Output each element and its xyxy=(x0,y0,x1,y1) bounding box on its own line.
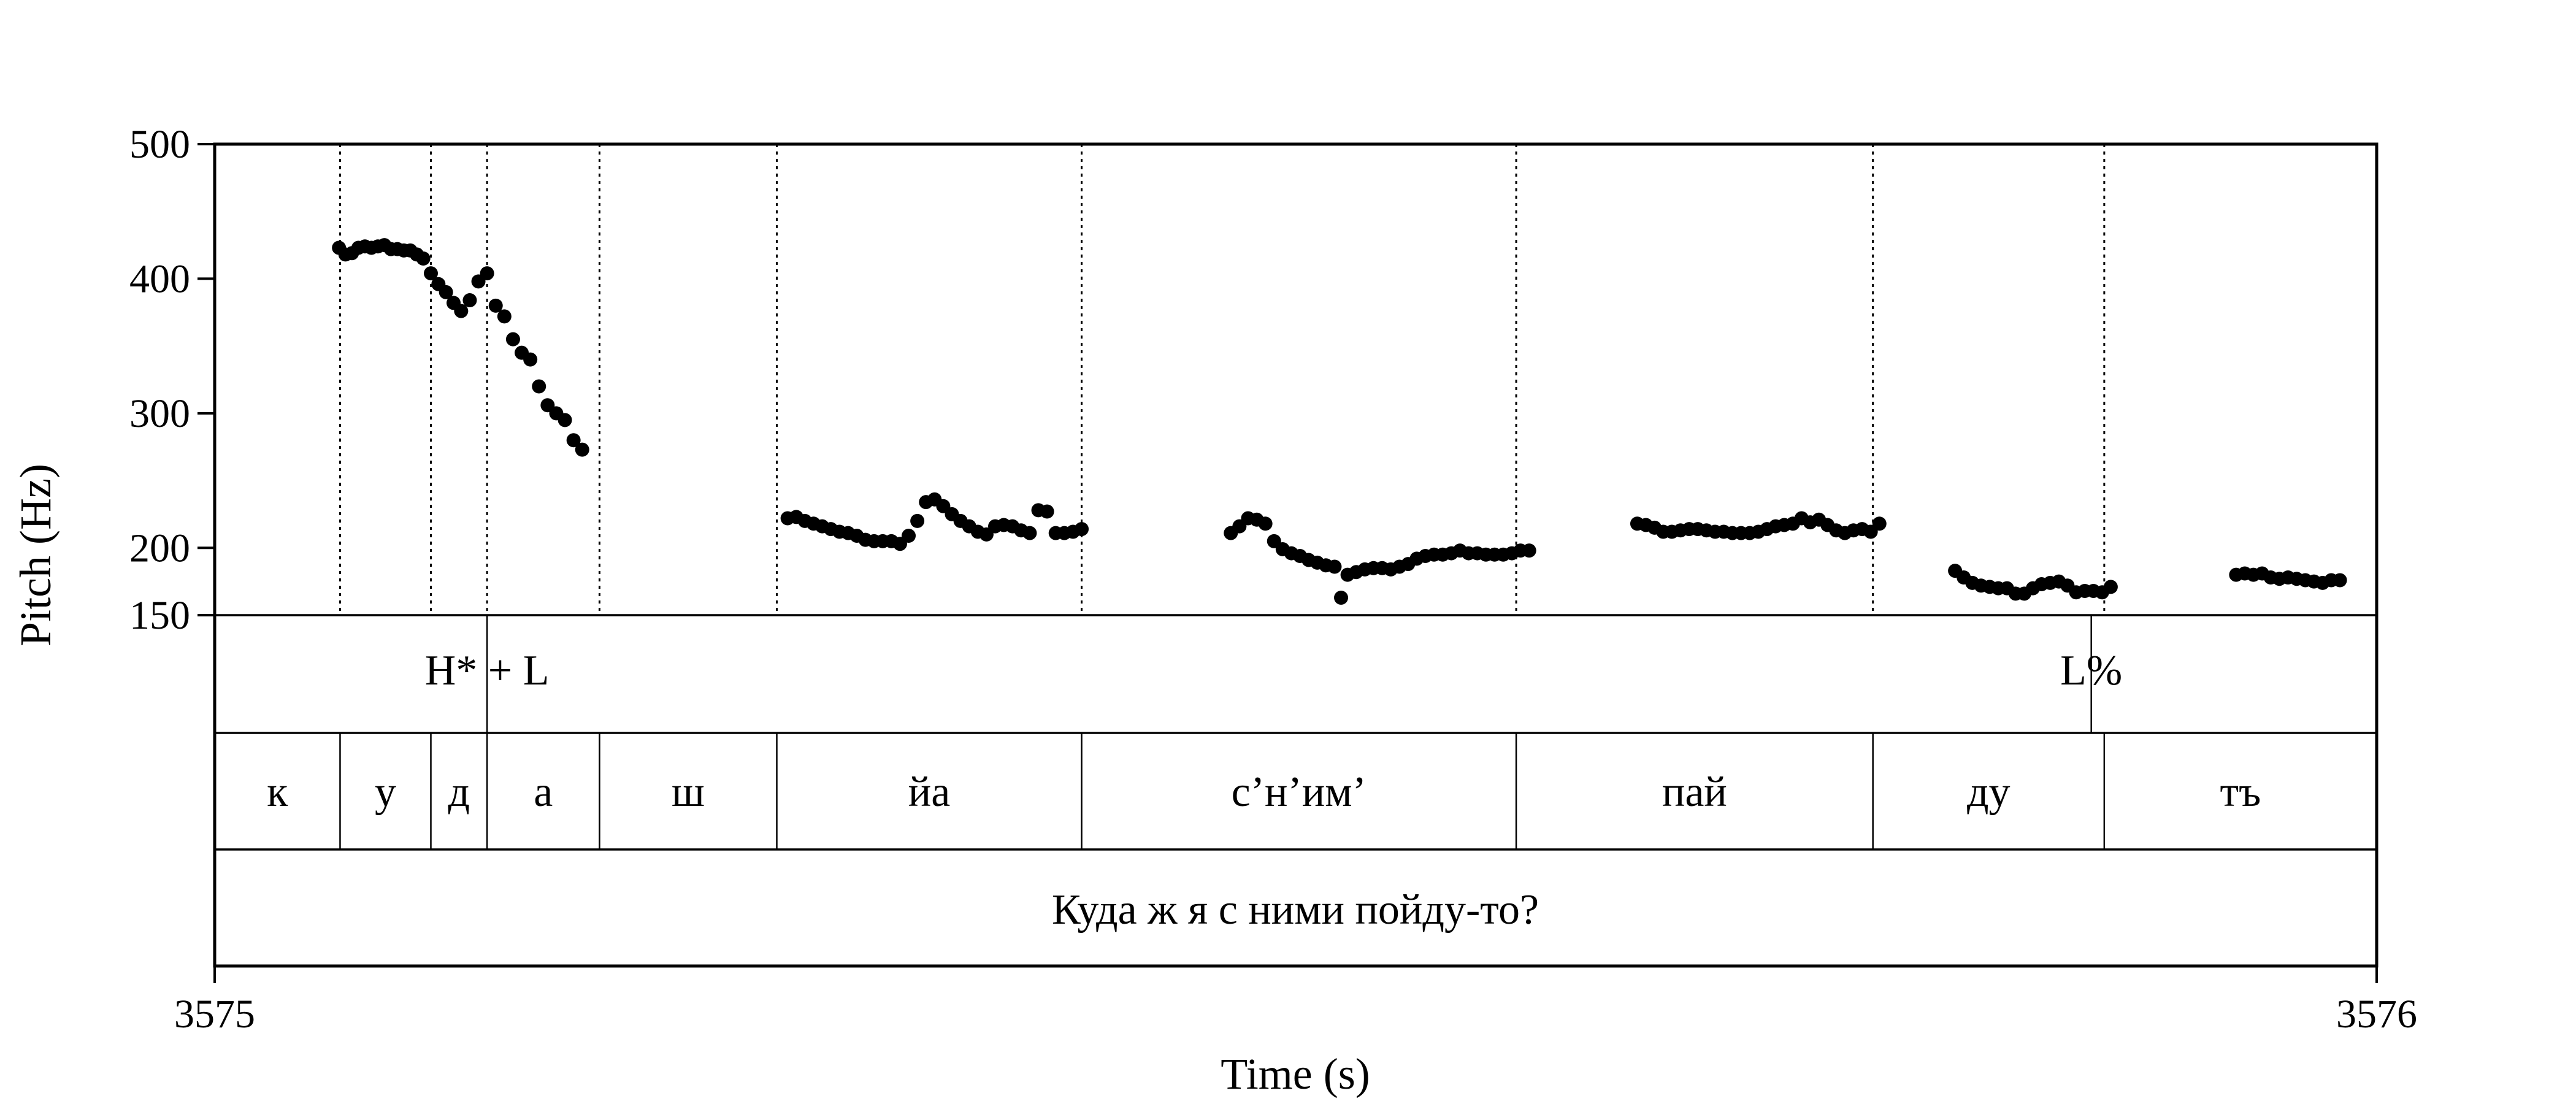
pitch-point xyxy=(532,379,546,394)
pitch-point xyxy=(2333,573,2347,588)
pitch-point xyxy=(1872,516,1887,531)
pitch-point xyxy=(488,298,503,313)
tone-label: L% xyxy=(2060,647,2122,694)
y-tick-label: 200 xyxy=(129,526,190,570)
x-tick-label: 3575 xyxy=(174,992,255,1037)
pitch-point xyxy=(523,352,538,367)
phone-label: тъ xyxy=(2220,769,2261,816)
pitch-point xyxy=(497,309,512,324)
pitch-point xyxy=(575,442,589,457)
pitch-point xyxy=(439,285,453,299)
pitch-point xyxy=(505,332,520,347)
pitch-point xyxy=(1040,504,1054,519)
pitch-point xyxy=(558,413,572,427)
phone-label: у xyxy=(375,769,396,816)
sentence-text: Куда ж я с ними пойду-то? xyxy=(1052,886,1539,933)
y-axis: 500 400 300 200 150 xyxy=(129,122,215,638)
x-axis: 3575 3576 xyxy=(174,966,2417,1037)
pitch-point xyxy=(1022,526,1037,540)
pitch-point xyxy=(424,266,438,281)
pitch-point xyxy=(1258,516,1273,531)
phone-label: йа xyxy=(908,769,951,816)
y-tick-label: 150 xyxy=(129,593,190,638)
y-axis-label: Pitch (Hz) xyxy=(11,464,60,646)
pitch-point xyxy=(1522,543,1536,558)
pitch-points xyxy=(332,238,2347,605)
x-tick-label: 3576 xyxy=(2336,992,2417,1037)
y-tick-label: 400 xyxy=(129,256,190,301)
pitch-point xyxy=(416,251,431,266)
pitch-point xyxy=(902,529,916,543)
phone-label: д xyxy=(448,769,470,816)
tone-tier: H* + L L% xyxy=(425,615,2122,733)
y-tick-label: 500 xyxy=(129,122,190,167)
tone-label: H* + L xyxy=(425,647,550,694)
pitch-point xyxy=(454,304,469,318)
pitch-point xyxy=(1327,559,1342,574)
y-tick-label: 300 xyxy=(129,391,190,436)
pitch-point xyxy=(910,513,925,528)
phone-label: к xyxy=(267,769,288,816)
pitch-point xyxy=(462,293,477,308)
phone-label: ду xyxy=(1967,769,2011,816)
pitch-point xyxy=(2103,580,2118,594)
phone-tier: к у д а ш йа с’н’им’ пай ду тъ xyxy=(267,733,2261,849)
pitch-point xyxy=(566,433,581,448)
boundary-guides xyxy=(339,144,2106,615)
phone-label: а xyxy=(534,769,553,816)
phone-label: пай xyxy=(1662,769,1727,816)
pitch-point xyxy=(480,266,494,281)
phone-label: ш xyxy=(672,769,705,816)
pitch-point xyxy=(1334,590,1349,605)
pitch-point xyxy=(1075,522,1089,537)
x-axis-label: Time (s) xyxy=(1221,1049,1370,1098)
phone-label: с’н’им’ xyxy=(1232,769,1367,816)
plot-frame xyxy=(213,142,2379,968)
